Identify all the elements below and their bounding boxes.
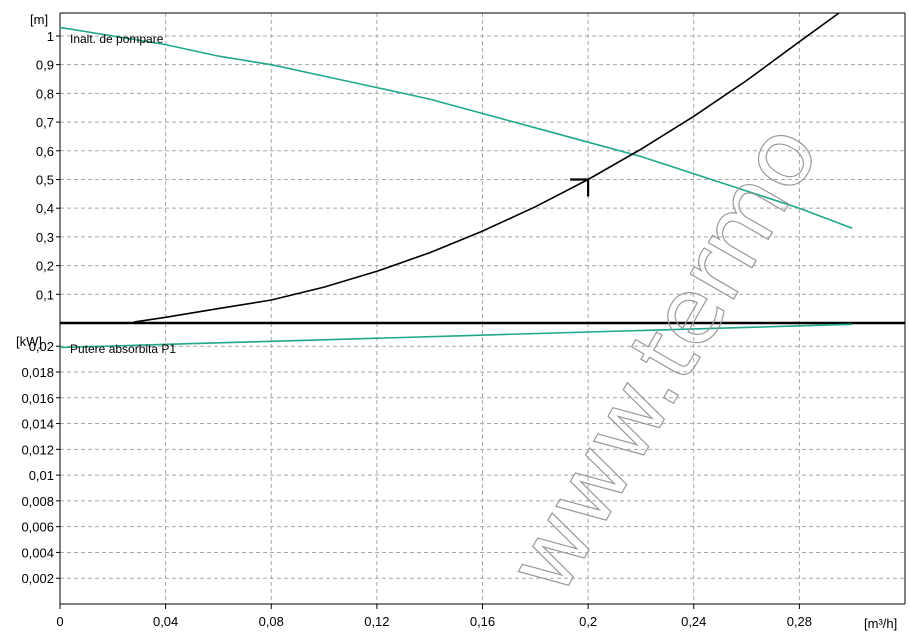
x-tick-label-1: 0,04 [153,614,178,629]
y-tick-label-1-2: 0,006 [21,520,54,535]
y-tick-label-1-0: 0,002 [21,571,54,586]
y-tick-label-0-7: 0,8 [36,86,54,101]
grid-lines [60,13,905,604]
top-chart-title: Inalt. de pompare [70,32,164,46]
y-tick-label-1-6: 0,014 [21,417,54,432]
y-tick-label-1-4: 0,01 [29,468,54,483]
y-tick-label-1-5: 0,012 [21,442,54,457]
series-line-0-0 [59,26,853,230]
series-line-1-0 [59,323,853,349]
y-tick-label-0-8: 0,9 [36,58,54,73]
top-y-unit-label: [m] [30,12,48,27]
y-tick-label-0-2: 0,3 [36,230,54,245]
bottom-y-unit-label: [kW] [16,334,42,349]
x-tick-label-3: 0,12 [364,614,389,629]
y-tick-label-0-9: 1 [47,29,54,44]
x-tick-label-6: 0,24 [681,614,706,629]
y-tick-label-0-3: 0,4 [36,201,54,216]
x-unit-label: [m³/h] [864,616,897,631]
watermark-text: www.termo [486,106,839,611]
y-tick-label-1-9: 0,02 [29,339,54,354]
y-tick-label-1-3: 0,008 [21,494,54,509]
y-tick-label-0-5: 0,6 [36,144,54,159]
x-tick-label-0: 0 [56,614,63,629]
x-tick-label-2: 0,08 [259,614,284,629]
x-tick-label-7: 0,28 [787,614,812,629]
series-lines [59,12,853,349]
y-tick-label-0-0: 0,1 [36,287,54,302]
y-tick-label-0-6: 0,7 [36,115,54,130]
operating-point-marker [570,178,590,197]
tick-labels: 0,1 0,2 0,3 0,4 0,5 0,6 0,7 0,8 0,9 1 0,002 0,004 0,… [21,29,812,629]
series-line-0-1 [133,12,840,323]
x-tick-label-4: 0,16 [470,614,495,629]
x-tick-label-5: 0,2 [579,614,597,629]
y-tick-label-1-1: 0,004 [21,545,54,560]
y-tick-label-1-8: 0,018 [21,365,54,380]
y-tick-label-0-1: 0,2 [36,259,54,274]
bottom-chart-title: Putere absorbita P1 [70,342,176,356]
y-tick-label-1-7: 0,016 [21,391,54,406]
y-tick-label-0-4: 0,5 [36,172,54,187]
